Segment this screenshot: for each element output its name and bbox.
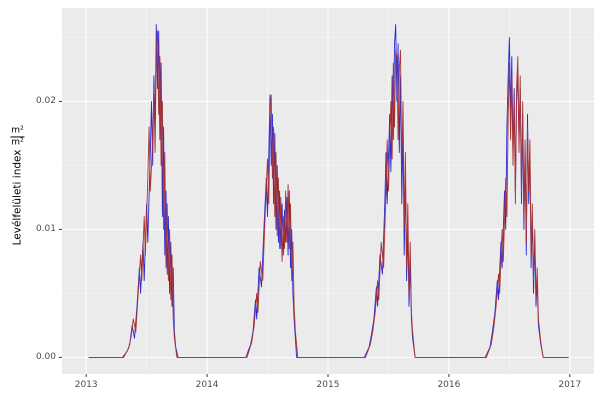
y-tick-label: 0.00: [35, 352, 56, 363]
y-tick-label: 0.01: [35, 224, 56, 235]
x-tick-label: 2016: [437, 380, 461, 390]
x-tick-label: 2014: [195, 380, 219, 390]
x-tick-label: 2013: [74, 380, 98, 390]
x-tick-label: 2015: [316, 380, 340, 390]
x-tick-label: 2017: [558, 380, 582, 390]
series-dark-red: [88, 30, 569, 358]
y-tick-label: 0.02: [35, 96, 56, 107]
series-blue: [88, 24, 569, 358]
